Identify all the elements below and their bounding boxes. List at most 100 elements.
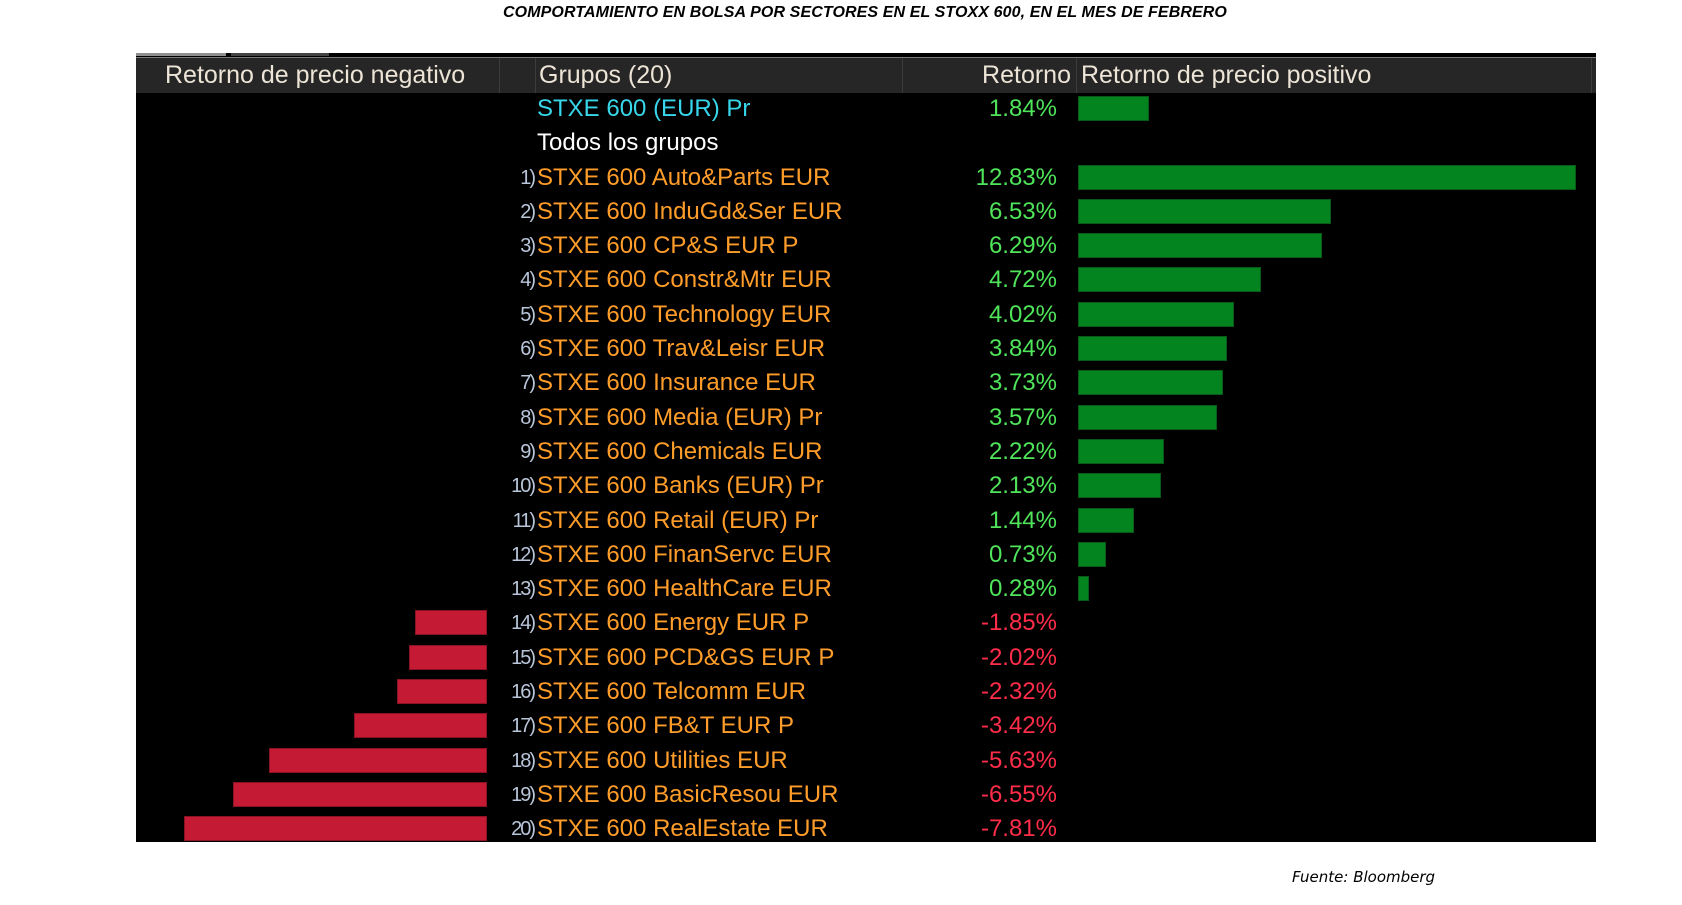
chart-title: COMPORTAMIENTO EN BOLSA POR SECTORES EN …: [503, 4, 1227, 21]
row-return-value: 1.44%: [988, 506, 1057, 534]
row-rank: 20): [511, 818, 536, 841]
row-rank: 16): [511, 681, 536, 703]
row-group-name[interactable]: STXE 600 BasicResou EUR: [537, 780, 839, 808]
table-row[interactable]: 3) STXE 600 CP&S EUR P 6.29%: [136, 229, 1596, 263]
row-rank: 4): [520, 269, 536, 292]
row-group-name[interactable]: STXE 600 InduGd&Ser EUR: [537, 197, 843, 225]
section-label: Todos los grupos: [537, 129, 719, 156]
table-row[interactable]: 6) STXE 600 Trav&Leisr EUR 3.84%: [136, 332, 1596, 366]
row-group-name[interactable]: STXE 600 Energy EUR P: [537, 609, 810, 637]
row-rank: 1): [520, 166, 536, 189]
row-rank: 12): [511, 543, 536, 566]
tab-indicator[interactable]: [231, 53, 329, 56]
table-row[interactable]: 14) STXE 600 Energy EUR P -1.85%: [136, 606, 1596, 640]
row-rank: 11): [512, 509, 536, 532]
row-rank: 2): [520, 200, 536, 223]
section-row: Todos los grupos: [136, 126, 1596, 160]
row-group-name[interactable]: STXE 600 Utilities EUR: [537, 746, 788, 774]
row-return-value: -7.81%: [980, 815, 1057, 842]
header-divider: [535, 58, 536, 93]
row-return-value: -2.32%: [980, 678, 1057, 705]
row-rank: 14): [511, 612, 536, 635]
row-group-name[interactable]: STXE 600 Banks (EUR) Pr: [537, 472, 824, 500]
tab-indicator-active[interactable]: [136, 53, 226, 56]
row-rank: 15): [511, 646, 536, 669]
row-group-name[interactable]: STXE 600 FB&T EUR P: [537, 712, 794, 740]
row-rank: 7): [520, 372, 536, 395]
row-rank: 6): [520, 338, 536, 360]
positive-return-bar: [1078, 438, 1165, 464]
positive-return-bar: [1078, 267, 1262, 293]
row-group-name[interactable]: STXE 600 Telcomm EUR: [537, 678, 806, 705]
table-row[interactable]: 10) STXE 600 Banks (EUR) Pr 2.13%: [136, 469, 1596, 503]
positive-return-bar: [1078, 541, 1107, 567]
benchmark-row[interactable]: STXE 600 (EUR) Pr 1.84%: [136, 92, 1596, 126]
negative-return-bar: [415, 610, 487, 636]
header-groups[interactable]: Grupos (20): [539, 61, 673, 89]
header-divider: [1076, 58, 1077, 93]
row-return-value: 3.84%: [988, 335, 1057, 362]
table-row[interactable]: 8) STXE 600 Media (EUR) Pr 3.57%: [136, 401, 1596, 435]
row-return-value: -3.42%: [980, 712, 1057, 740]
table-row[interactable]: 7) STXE 600 Insurance EUR 3.73%: [136, 366, 1596, 400]
row-group-name[interactable]: STXE 600 Media (EUR) Pr: [537, 403, 823, 431]
row-group-name[interactable]: STXE 600 Trav&Leisr EUR: [537, 335, 826, 362]
negative-return-bar: [268, 747, 487, 773]
row-group-name[interactable]: STXE 600 Technology EUR: [537, 300, 832, 328]
table-row[interactable]: 17) STXE 600 FB&T EUR P -3.42%: [136, 709, 1596, 743]
row-group-name[interactable]: STXE 600 CP&S EUR P: [537, 232, 799, 260]
positive-return-bar: [1078, 233, 1323, 259]
benchmark-return: 1.84%: [988, 95, 1057, 122]
row-rank: 3): [520, 235, 536, 258]
table-row[interactable]: 9) STXE 600 Chemicals EUR 2.22%: [136, 435, 1596, 469]
row-group-name[interactable]: STXE 600 Chemicals EUR: [537, 437, 823, 465]
positive-return-bar: [1078, 404, 1217, 430]
row-return-value: -5.63%: [980, 746, 1057, 774]
row-return-value: 4.72%: [988, 266, 1057, 294]
row-group-name[interactable]: STXE 600 Insurance EUR: [537, 369, 816, 397]
table-row[interactable]: 20) STXE 600 RealEstate EUR -7.81%: [136, 812, 1596, 842]
row-rank: 8): [520, 406, 536, 429]
table-row[interactable]: 4) STXE 600 Constr&Mtr EUR 4.72%: [136, 263, 1596, 297]
table-row[interactable]: 1) STXE 600 Auto&Parts EUR 12.83%: [136, 161, 1596, 195]
positive-return-bar: [1078, 473, 1161, 499]
positive-return-bar: [1078, 507, 1134, 533]
row-rank: 5): [520, 303, 536, 326]
header-divider: [499, 58, 500, 93]
table-row[interactable]: 12) STXE 600 FinanServc EUR 0.73%: [136, 538, 1596, 572]
row-group-name[interactable]: STXE 600 Constr&Mtr EUR: [537, 266, 832, 294]
row-return-value: 3.73%: [988, 369, 1057, 397]
row-return-value: 0.28%: [988, 575, 1057, 603]
table-row[interactable]: 11) STXE 600 Retail (EUR) Pr 1.44%: [136, 504, 1596, 538]
table-row[interactable]: 16) STXE 600 Telcomm EUR -2.32%: [136, 675, 1596, 709]
row-group-name[interactable]: STXE 600 Auto&Parts EUR: [537, 163, 831, 191]
benchmark-bar: [1078, 96, 1150, 121]
positive-return-bar: [1078, 164, 1576, 190]
positive-return-bar: [1078, 576, 1089, 602]
positive-return-bar: [1078, 336, 1227, 361]
row-return-value: 6.53%: [988, 197, 1057, 225]
table-row[interactable]: 5) STXE 600 Technology EUR 4.02%: [136, 298, 1596, 332]
row-return-value: -6.55%: [980, 780, 1057, 808]
row-return-value: 0.73%: [988, 540, 1057, 568]
row-group-name[interactable]: STXE 600 FinanServc EUR: [537, 540, 832, 568]
header-divider: [902, 58, 903, 93]
header-return[interactable]: Retorno: [982, 61, 1071, 89]
bloomberg-panel: Retorno de precio negativo Grupos (20) R…: [136, 53, 1596, 842]
header-divider: [1591, 58, 1592, 93]
table-row[interactable]: 13) STXE 600 HealthCare EUR 0.28%: [136, 572, 1596, 606]
row-group-name[interactable]: STXE 600 RealEstate EUR: [537, 815, 828, 842]
table-row[interactable]: 19) STXE 600 BasicResou EUR -6.55%: [136, 778, 1596, 812]
header-negative-return[interactable]: Retorno de precio negativo: [165, 61, 466, 89]
row-return-value: 2.22%: [988, 437, 1057, 465]
source-footer: Fuente: Bloomberg: [1292, 868, 1436, 886]
row-rank: 10): [511, 475, 536, 498]
row-group-name[interactable]: STXE 600 PCD&GS EUR P: [537, 643, 835, 671]
table-row[interactable]: 15) STXE 600 PCD&GS EUR P -2.02%: [136, 641, 1596, 675]
table-row[interactable]: 18) STXE 600 Utilities EUR -5.63%: [136, 744, 1596, 778]
row-group-name[interactable]: STXE 600 HealthCare EUR: [537, 575, 832, 603]
table-row[interactable]: 2) STXE 600 InduGd&Ser EUR 6.53%: [136, 195, 1596, 229]
row-group-name[interactable]: STXE 600 Retail (EUR) Pr: [537, 506, 819, 534]
benchmark-name[interactable]: STXE 600 (EUR) Pr: [537, 95, 751, 122]
header-positive-return[interactable]: Retorno de precio positivo: [1081, 61, 1372, 89]
